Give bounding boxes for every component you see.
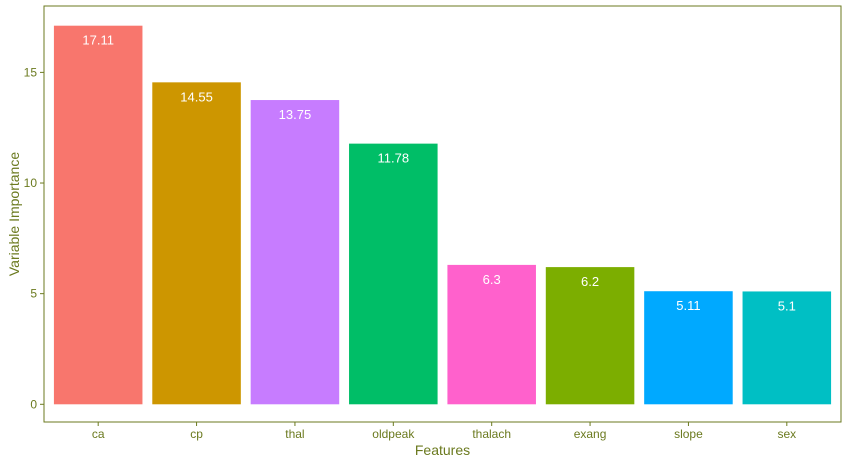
y-tick-label-0: 0 — [30, 397, 37, 411]
data-label-oldpeak: 11.78 — [378, 151, 410, 166]
bar-cp — [152, 82, 241, 405]
x-tick-label-sex: sex — [777, 427, 796, 441]
plot-panel-border — [43, 5, 842, 423]
bars-group — [53, 25, 832, 405]
bar-oldpeak — [349, 143, 438, 405]
bar-thal — [250, 100, 340, 405]
data-label-exang: 6.2 — [581, 274, 599, 289]
data-labels-group: 17.11 14.55 13.75 11.78 6.3 6.2 5.11 5.1 — [82, 33, 795, 314]
bar-sex — [742, 291, 832, 405]
x-tick-label-ca: ca — [92, 427, 105, 441]
y-tick-label-15: 15 — [24, 65, 38, 79]
data-label-slope: 5.11 — [676, 298, 700, 313]
y-axis-title: Variable Importance — [6, 152, 22, 276]
x-tick-label-oldpeak: oldpeak — [372, 427, 415, 441]
x-tick-label-slope: slope — [674, 427, 703, 441]
data-label-sex: 5.1 — [778, 298, 796, 313]
x-tick-label-cp: cp — [190, 427, 203, 441]
bar-slope — [644, 291, 733, 405]
bar-ca — [53, 25, 143, 405]
y-tick-label-10: 10 — [24, 176, 38, 190]
data-label-thal: 13.75 — [279, 107, 312, 122]
y-tick-label-5: 5 — [30, 287, 37, 301]
bar-exang — [545, 267, 635, 405]
x-tick-label-thalach: thalach — [472, 427, 511, 441]
x-axis-title: Features — [415, 442, 470, 458]
data-label-thalach: 6.3 — [483, 272, 501, 287]
x-tick-label-thal: thal — [285, 427, 304, 441]
x-axis: ca cp thal oldpeak thalach exang slope sex — [92, 422, 796, 441]
y-axis: 0 5 10 15 — [24, 65, 44, 411]
bar-thalach — [447, 264, 536, 405]
x-tick-label-exang: exang — [574, 427, 607, 441]
data-label-ca: 17.11 — [82, 33, 114, 48]
data-label-cp: 14.55 — [180, 89, 213, 104]
